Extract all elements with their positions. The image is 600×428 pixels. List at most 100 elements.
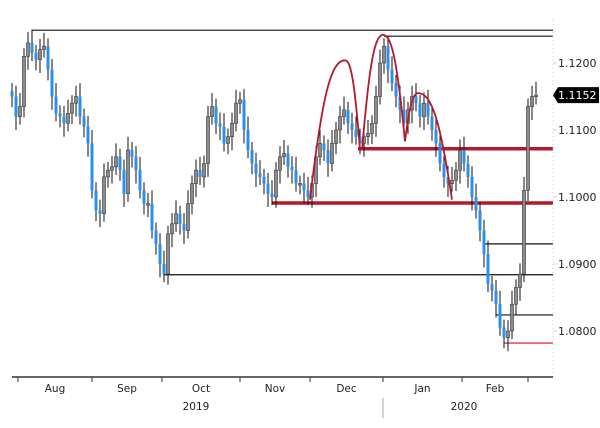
candle-body bbox=[194, 169, 198, 184]
candle-body bbox=[106, 169, 110, 178]
candle-body bbox=[274, 169, 278, 198]
candle-body bbox=[74, 96, 78, 104]
candle-body bbox=[154, 230, 158, 244]
candle-body bbox=[234, 102, 238, 124]
candle-body bbox=[354, 130, 358, 137]
candle-body bbox=[506, 330, 510, 338]
candle-body bbox=[318, 143, 322, 158]
candle-body bbox=[258, 173, 262, 177]
candle-body bbox=[118, 156, 122, 171]
candle-body bbox=[510, 303, 514, 332]
candle-body bbox=[238, 99, 242, 104]
candle-body bbox=[482, 230, 486, 254]
y-tick-label: 1.1200 bbox=[558, 57, 597, 70]
candle-body bbox=[494, 290, 498, 305]
candle-body bbox=[186, 203, 190, 231]
candle-body bbox=[522, 190, 526, 275]
candle-body bbox=[430, 116, 434, 130]
candles bbox=[10, 29, 538, 352]
annotation-lines bbox=[32, 29, 553, 344]
candle-body bbox=[58, 113, 62, 117]
pattern-arcs bbox=[309, 33, 453, 200]
candle-body bbox=[102, 176, 106, 215]
candle-body bbox=[466, 163, 470, 177]
candle-body bbox=[202, 163, 206, 178]
year-label: 2019 bbox=[183, 401, 210, 413]
candle-body bbox=[434, 130, 438, 144]
month-label: Jan bbox=[413, 383, 430, 395]
candle-body bbox=[390, 69, 394, 84]
candle-body bbox=[306, 190, 310, 197]
candle-body bbox=[190, 183, 194, 205]
candle-body bbox=[502, 327, 506, 338]
head-shoulders-arc bbox=[361, 33, 406, 151]
candle-body bbox=[166, 233, 170, 275]
last-price-tag: 1.1152 bbox=[553, 87, 599, 104]
month-label: Dec bbox=[336, 383, 357, 395]
month-label: Sep bbox=[117, 383, 137, 395]
candle-body bbox=[438, 143, 442, 164]
candle-body bbox=[442, 163, 446, 177]
candle-body bbox=[26, 42, 30, 57]
candle-body bbox=[322, 143, 326, 151]
candle-body bbox=[486, 253, 490, 285]
candle-body bbox=[86, 126, 90, 144]
candle-body bbox=[422, 102, 426, 117]
candle-body bbox=[90, 143, 94, 191]
candle-body bbox=[302, 183, 306, 191]
candle-body bbox=[162, 264, 166, 275]
candle-body bbox=[94, 190, 98, 211]
candle-body bbox=[82, 116, 86, 127]
candle-body bbox=[122, 170, 126, 194]
candle-body bbox=[30, 42, 34, 53]
candle-body bbox=[98, 210, 102, 214]
candle-body bbox=[246, 130, 250, 151]
candle-body bbox=[34, 52, 38, 60]
candle-body bbox=[226, 136, 230, 144]
candle-body bbox=[526, 106, 530, 191]
candle-body bbox=[70, 102, 74, 114]
candle-body bbox=[218, 123, 222, 127]
candle-body bbox=[150, 203, 154, 231]
candle-body bbox=[518, 273, 522, 288]
y-tick-label: 1.1100 bbox=[558, 124, 597, 137]
candle-body bbox=[458, 149, 462, 171]
head-shoulders-arc bbox=[309, 59, 361, 200]
candle-body bbox=[270, 193, 274, 197]
candle-body bbox=[210, 106, 214, 117]
candle-body bbox=[382, 45, 386, 64]
candle-body bbox=[378, 62, 382, 97]
candle-body bbox=[54, 96, 58, 114]
last-price-label: 1.1152 bbox=[558, 89, 597, 102]
y-axis: 1.1200 1.1100 1.1000 1.0900 1.0800 bbox=[552, 20, 597, 377]
x-axis: Aug Sep Oct Nov Dec Jan Feb 2019 2020 bbox=[12, 376, 553, 418]
candle-body bbox=[22, 55, 26, 107]
candle-body bbox=[14, 96, 18, 117]
candle-body bbox=[450, 179, 454, 184]
y-tick-label: 1.1000 bbox=[558, 191, 597, 204]
candle-body bbox=[462, 150, 466, 164]
candle-body bbox=[214, 106, 218, 124]
candle-body bbox=[514, 287, 518, 305]
candle-body bbox=[262, 176, 266, 184]
candle-body bbox=[366, 133, 370, 138]
candle-body bbox=[394, 83, 398, 97]
candle-body bbox=[530, 96, 534, 107]
month-label: Oct bbox=[192, 383, 210, 395]
candle-body bbox=[182, 223, 186, 231]
candle-body bbox=[330, 143, 334, 164]
candle-body bbox=[426, 103, 430, 117]
candle-body bbox=[290, 166, 294, 171]
candle-body bbox=[534, 94, 538, 97]
candle-body bbox=[178, 213, 182, 224]
candle-body bbox=[230, 123, 234, 138]
candle-body bbox=[402, 109, 406, 124]
candle-body bbox=[146, 203, 150, 206]
candle-body bbox=[42, 45, 46, 50]
candle-body bbox=[474, 197, 478, 211]
candle-body bbox=[398, 96, 402, 110]
candle-body bbox=[278, 156, 282, 171]
candle-body bbox=[446, 176, 450, 184]
candle-body bbox=[66, 112, 70, 124]
